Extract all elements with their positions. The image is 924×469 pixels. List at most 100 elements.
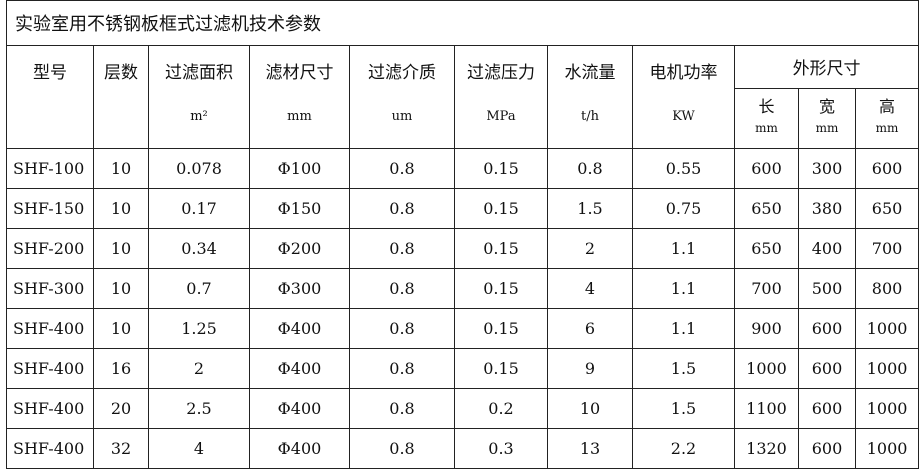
dimension-subheader: 长 mm <box>734 87 799 150</box>
table-row: SHF-400 32 4 Φ400 0.8 0.3 13 2.2 1320 600 1000 <box>6 428 920 469</box>
table-row: SHF-200 10 0.34 Φ200 0.8 0.15 2 1.1 650 400 700 <box>6 228 920 269</box>
table-cell: 1000 <box>854 308 920 349</box>
header-label: 滤材尺寸 <box>265 63 334 83</box>
column-header: 滤材尺寸 mm <box>249 45 350 149</box>
table-cell: 2.2 <box>632 428 735 469</box>
table-cell: SHF-400 <box>6 308 94 349</box>
table-cell: 0.15 <box>454 148 548 189</box>
table-cell: 0.17 <box>148 188 250 229</box>
table-cell: 0.8 <box>349 428 455 469</box>
table-cell: SHF-100 <box>6 148 94 189</box>
subheader-unit: mm <box>755 120 778 135</box>
table-cell: 1.1 <box>632 308 735 349</box>
table-cell: 600 <box>734 148 799 189</box>
table-cell: 1000 <box>854 348 920 389</box>
subheader-label: 长 <box>758 96 775 116</box>
table-cell: SHF-400 <box>6 428 94 469</box>
table-cell: Φ150 <box>249 188 350 229</box>
table-cell: Φ300 <box>249 268 350 309</box>
table-cell: 0.8 <box>349 148 455 189</box>
table-cell: 10 <box>93 188 149 229</box>
table-row: SHF-100 10 0.078 Φ100 0.8 0.15 0.8 0.55 600 300 60… <box>6 148 920 189</box>
table-cell: 0.3 <box>454 428 548 469</box>
table-cell: Φ400 <box>249 308 350 349</box>
table-row: SHF-400 16 2 Φ400 0.8 0.15 9 1.5 1000 600 1000 <box>6 348 920 389</box>
table-cell: SHF-150 <box>6 188 94 229</box>
table-cell: 700 <box>854 228 920 269</box>
table-title: 实验室用不锈钢板框式过滤机技术参数 <box>5 0 920 46</box>
table-cell: 300 <box>798 148 856 189</box>
header-label: 型号 <box>33 63 67 83</box>
table-cell: 2.5 <box>148 388 250 429</box>
header-unit: t/h <box>581 109 599 124</box>
table-row: SHF-300 10 0.7 Φ300 0.8 0.15 4 1.1 700 500 800 <box>6 268 920 309</box>
table-cell: 500 <box>798 268 856 309</box>
table-cell: 32 <box>93 428 149 469</box>
table-cell: Φ400 <box>249 348 350 389</box>
table-cell: 0.8 <box>349 228 455 269</box>
table-cell: 600 <box>798 428 856 469</box>
table-cell: 6 <box>547 308 633 349</box>
table-cell: 0.55 <box>632 148 735 189</box>
table-cell: 1000 <box>734 348 799 389</box>
table-cell: 1000 <box>854 388 920 429</box>
dimension-subheader: 高 mm <box>854 87 920 150</box>
table-cell: 2 <box>148 348 250 389</box>
table-cell: 0.75 <box>632 188 735 229</box>
table-cell: 4 <box>547 268 633 309</box>
table-cell: 0.8 <box>547 148 633 189</box>
table-cell: Φ400 <box>249 428 350 469</box>
table-cell: 600 <box>798 348 856 389</box>
table-row: SHF-150 10 0.17 Φ150 0.8 0.15 1.5 0.75 650 380 650 <box>6 188 920 229</box>
table-row: SHF-400 10 1.25 Φ400 0.8 0.15 6 1.1 900 600 1000 <box>6 308 920 349</box>
table-row: SHF-400 20 2.5 Φ400 0.8 0.2 10 1.5 1100 600 1000 <box>6 388 920 429</box>
header-label: 水流量 <box>564 63 616 83</box>
header-unit: m² <box>190 109 208 124</box>
subheader-unit: mm <box>875 120 899 135</box>
table-cell: 20 <box>93 388 149 429</box>
table-cell: 10 <box>93 268 149 309</box>
table-cell: 650 <box>734 188 799 229</box>
table-cell: 400 <box>798 228 856 269</box>
column-header: 电机功率 KW <box>632 45 735 149</box>
table-cell: 9 <box>547 348 633 389</box>
header-unit: mm <box>287 109 312 124</box>
table-cell: 800 <box>854 268 920 309</box>
table-cell: 1.1 <box>632 268 735 309</box>
table-cell: 0.8 <box>349 268 455 309</box>
column-header: 水流量 t/h <box>547 45 633 149</box>
column-header: 层数 <box>93 45 149 149</box>
table-cell: 600 <box>798 388 856 429</box>
subheader-label: 高 <box>879 96 896 116</box>
table-cell: 10 <box>547 388 633 429</box>
table-cell: Φ200 <box>249 228 350 269</box>
table-cell: 10 <box>93 148 149 189</box>
table-cell: Φ400 <box>249 388 350 429</box>
table-cell: 1.25 <box>148 308 250 349</box>
header-label: 电机功率 <box>649 63 718 83</box>
table-cell: 0.15 <box>454 348 548 389</box>
table-cell: 0.34 <box>148 228 250 269</box>
table-cell: SHF-400 <box>6 348 94 389</box>
table-cell: SHF-400 <box>6 388 94 429</box>
header-label: 过滤压力 <box>467 63 535 83</box>
header-label: 过滤面积 <box>165 63 233 83</box>
subheader-unit: mm <box>815 120 839 135</box>
table-cell: 1100 <box>734 388 799 429</box>
table-cell: 0.078 <box>148 148 250 189</box>
table-cell: 0.7 <box>148 268 250 309</box>
table-cell: 650 <box>854 188 920 229</box>
table-cell: 0.2 <box>454 388 548 429</box>
table-cell: 1.5 <box>547 188 633 229</box>
table-cell: 1.5 <box>632 348 735 389</box>
table-cell: 0.15 <box>454 188 548 229</box>
header-label: 层数 <box>104 63 138 83</box>
subheader-label: 宽 <box>818 96 835 116</box>
table-cell: 10 <box>93 308 149 349</box>
dimension-subheader: 宽 mm <box>798 87 856 150</box>
column-header: 过滤面积 m² <box>148 45 250 149</box>
dimensions-header: 外形尺寸 <box>733 45 920 89</box>
table-cell: 0.8 <box>349 188 455 229</box>
table-cell: SHF-300 <box>6 268 94 309</box>
table-cell: 0.8 <box>349 308 455 349</box>
